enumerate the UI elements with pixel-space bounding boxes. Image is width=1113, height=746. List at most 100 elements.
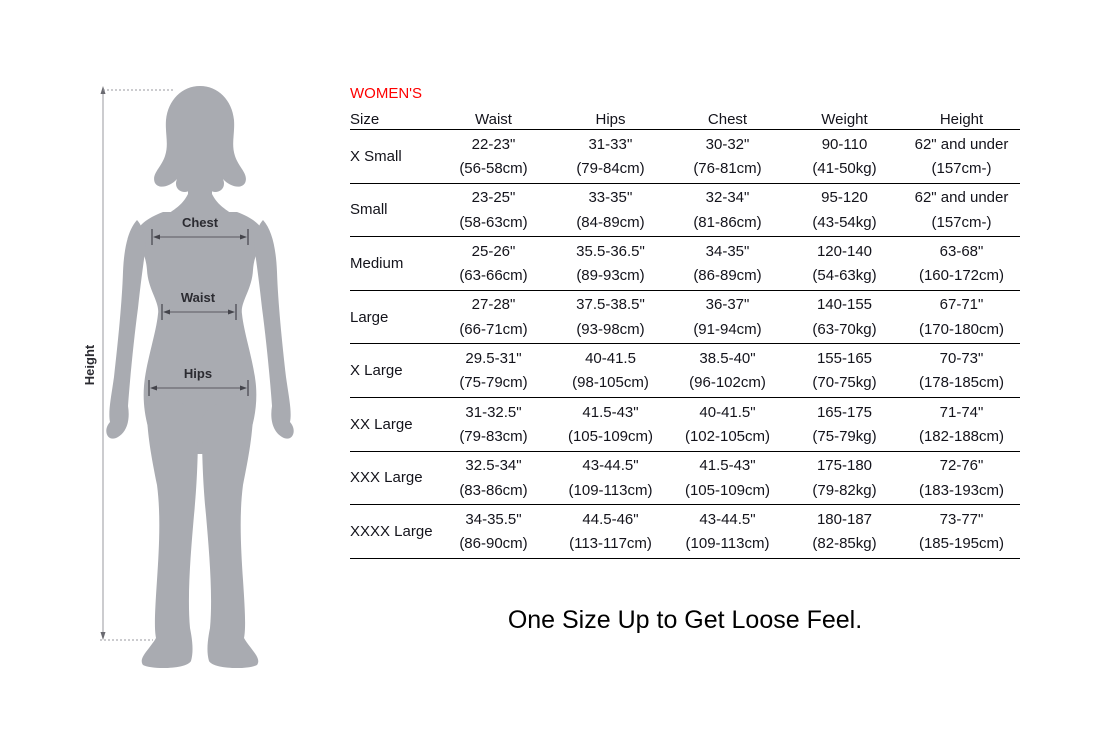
- height-value-line: (178-185cm): [918, 374, 1005, 392]
- table-row: Medium 25-26" (63-66cm) 35.5-36.5" (89-93cm)…: [350, 237, 1020, 291]
- column-header-chest: Chest: [707, 111, 748, 128]
- waist-value-line: 32.5-34": [465, 457, 522, 475]
- weight-value-line: 120-140: [816, 242, 873, 260]
- hips-value-line: 31-33'': [588, 135, 633, 153]
- weight-value-cell: 140-155 (63-70kg): [786, 291, 903, 344]
- height-value-line: 62" and under: [914, 135, 1009, 153]
- height-value-line: 62" and under: [914, 189, 1009, 207]
- hips-value-line: 35.5-36.5": [576, 242, 645, 260]
- height-value-cell: 72-76" (183-193cm): [903, 452, 1020, 505]
- chest-value-line: (86-89cm): [693, 267, 762, 285]
- chest-value-cell: 36-37" (91-94cm): [669, 291, 786, 344]
- chest-value-line: (109-113cm): [685, 535, 770, 553]
- weight-value-line: 175-180: [816, 457, 873, 475]
- weight-value-cell: 95-120 (43-54kg): [786, 184, 903, 237]
- height-value-line: 67-71": [939, 296, 984, 314]
- waist-value-line: 27-28": [471, 296, 516, 314]
- chest-value-line: 36-37": [705, 296, 750, 314]
- hips-value-line: 43-44.5": [582, 457, 639, 475]
- hips-value-line: (79-84cm): [576, 159, 645, 177]
- weight-value-line: (79-82kg): [812, 481, 877, 499]
- weight-value-line: 95-120: [821, 189, 868, 207]
- size-name-cell: X Small: [350, 147, 402, 165]
- chest-label: Chest: [182, 215, 219, 230]
- column-header-hips: Hips: [595, 111, 626, 128]
- size-table: WOMEN'S Size Waist Hips Chest Weight Hei…: [350, 85, 1020, 559]
- height-value-line: 73-77": [939, 510, 984, 528]
- hips-value-cell: 44.5-46" (113-117cm): [552, 505, 669, 558]
- weight-value-cell: 175-180 (79-82kg): [786, 452, 903, 505]
- waist-value-line: (56-58cm): [459, 159, 528, 177]
- silhouette-torso: [135, 212, 265, 454]
- hips-value-line: 40-41.5: [585, 350, 636, 368]
- chest-value-cell: 41.5-43" (105-109cm): [669, 452, 786, 505]
- silhouette-head: [154, 86, 246, 192]
- chest-value-line: (96-102cm): [689, 374, 766, 392]
- table-title: WOMEN'S: [350, 85, 423, 102]
- height-value-cell: 63-68" (160-172cm): [903, 237, 1020, 290]
- size-name-cell: XX Large: [350, 415, 413, 433]
- waist-value-line: (83-86cm): [459, 481, 528, 499]
- waist-value-line: 23-25": [471, 189, 516, 207]
- silhouette-neck: [165, 158, 235, 216]
- chest-value-line: (81-86cm): [693, 213, 762, 231]
- hips-measure: Hips: [148, 366, 249, 396]
- chest-value-line: 41.5-43": [699, 457, 756, 475]
- height-value-line: (182-188cm): [918, 427, 1005, 445]
- hips-value-line: (84-89cm): [576, 213, 645, 231]
- hips-value-line: 41.5-43": [582, 403, 639, 421]
- height-value-cell: 62" and under (157cm-): [903, 184, 1020, 237]
- chest-value-line: (105-109cm): [684, 481, 771, 499]
- hips-value-line: (93-98cm): [576, 320, 645, 338]
- silhouette-left-leg: [141, 390, 198, 669]
- weight-value-line: (63-70kg): [812, 320, 877, 338]
- waist-value-line: (75-79cm): [459, 374, 528, 392]
- weight-value-cell: 180-187 (82-85kg): [786, 505, 903, 558]
- table-row: XXXX Large 34-35.5" (86-90cm) 44.5-46" (113-…: [350, 505, 1020, 559]
- waist-value-cell: 23-25" (58-63cm): [435, 184, 552, 237]
- female-silhouette: [106, 86, 294, 669]
- size-table-body: X Small 22-23" (56-58cm) 31-33'' (79-84cm) 30…: [350, 130, 1020, 559]
- waist-value-line: (86-90cm): [459, 535, 528, 553]
- weight-value-line: (75-79kg): [812, 427, 877, 445]
- hips-value-line: (113-117cm): [569, 535, 652, 553]
- column-header-size: Size: [350, 111, 380, 128]
- table-row: XXX Large 32.5-34" (83-86cm) 43-44.5" (109-1…: [350, 452, 1020, 506]
- hips-value-cell: 33-35'' (84-89cm): [552, 184, 669, 237]
- size-table-header: Size Waist Hips Chest Weight Height: [350, 103, 1020, 130]
- chest-value-cell: 38.5-40" (96-102cm): [669, 344, 786, 397]
- weight-value-line: 180-187: [816, 510, 873, 528]
- height-label: Height: [85, 344, 97, 385]
- height-value-line: 63-68": [939, 242, 984, 260]
- silhouette-left-arm: [106, 220, 146, 439]
- chest-value-line: (102-105cm): [684, 427, 771, 445]
- weight-value-line: (43-54kg): [812, 213, 877, 231]
- height-value-cell: 70-73" (178-185cm): [903, 344, 1020, 397]
- chest-value-line: 34-35": [705, 242, 750, 260]
- height-value-line: (185-195cm): [918, 535, 1005, 553]
- height-value-line: 71-74": [939, 403, 984, 421]
- weight-value-line: 90-110: [821, 135, 868, 153]
- chest-value-line: 40-41.5": [699, 403, 756, 421]
- hips-value-line: (98-105cm): [572, 374, 649, 392]
- weight-value-line: 165-175: [816, 403, 873, 421]
- waist-value-line: 34-35.5": [465, 510, 522, 528]
- waist-value-line: 29.5-31": [465, 350, 522, 368]
- column-header-height: Height: [939, 111, 984, 128]
- hips-label: Hips: [184, 366, 212, 381]
- size-name-cell: Small: [350, 201, 388, 219]
- height-value-cell: 73-77" (185-195cm): [903, 505, 1020, 558]
- chest-value-line: 30-32": [705, 135, 750, 153]
- hips-value-line: 33-35'': [588, 189, 633, 207]
- chest-value-cell: 32-34" (81-86cm): [669, 184, 786, 237]
- size-name-cell: XXX Large: [350, 469, 423, 487]
- waist-value-line: 25-26": [471, 242, 516, 260]
- size-name-cell: Medium: [350, 254, 404, 272]
- table-row: X Small 22-23" (56-58cm) 31-33'' (79-84cm) 30…: [350, 130, 1020, 184]
- weight-value-line: (70-75kg): [812, 374, 877, 392]
- height-measure: Height: [85, 86, 173, 641]
- waist-value-cell: 31-32.5" (79-83cm): [435, 398, 552, 451]
- size-name-cell: X Large: [350, 362, 403, 380]
- hips-value-cell: 41.5-43" (105-109cm): [552, 398, 669, 451]
- weight-value-line: 140-155: [816, 296, 873, 314]
